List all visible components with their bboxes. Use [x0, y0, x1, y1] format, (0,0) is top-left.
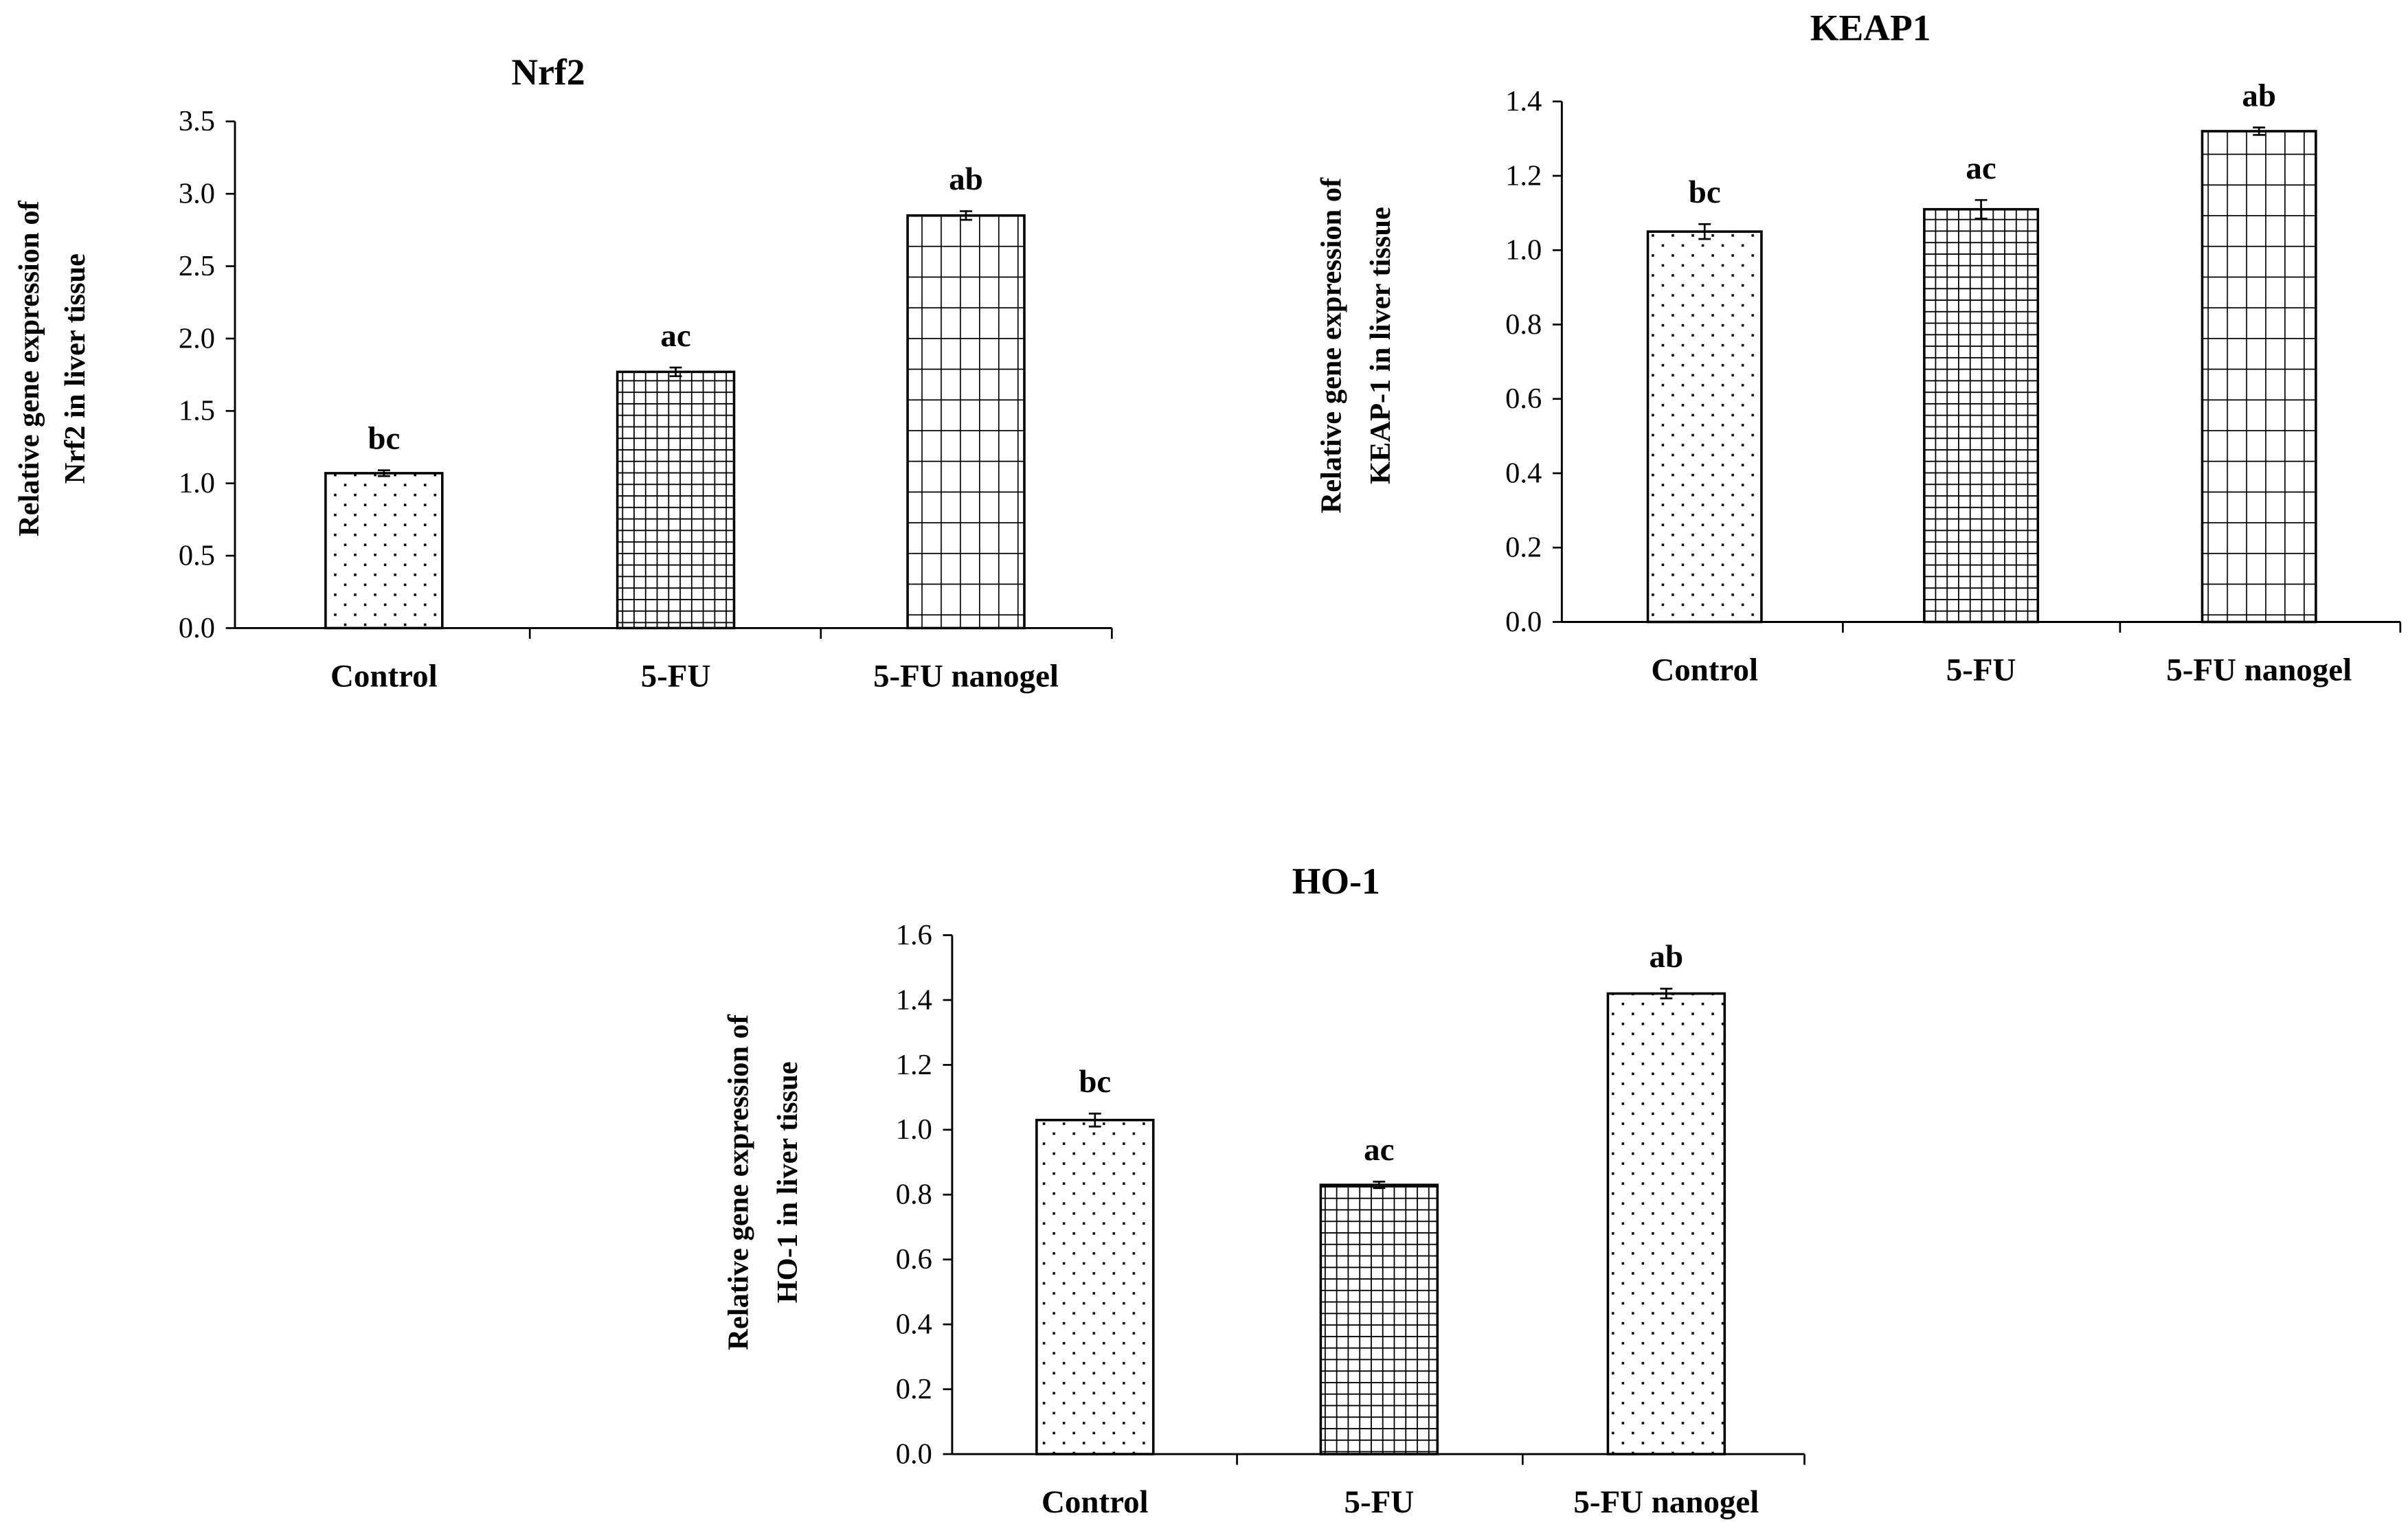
- x-tick-label: Control: [330, 658, 438, 694]
- x-tick-label: 5-FU: [641, 658, 711, 694]
- chart-keap1: KEAP1 Relative gene expression of KEAP-1 i…: [1315, 7, 2402, 688]
- bar-5-fu: [1923, 207, 2040, 624]
- x-tick-label: Control: [1042, 1484, 1149, 1520]
- bar-control: [1035, 1118, 1155, 1455]
- bar-5-fu-nanogel: [906, 214, 1026, 630]
- y-tick-label: 0.8: [896, 1179, 932, 1211]
- y-tick-label: 1.0: [1505, 234, 1542, 266]
- significance-label: ab: [2242, 78, 2276, 113]
- x-tick-label: Control: [1651, 652, 1758, 688]
- y-tick-label: 1.6: [896, 919, 932, 951]
- y-tick-label: 3.0: [179, 178, 215, 210]
- y-tick-label: 1.0: [179, 467, 215, 499]
- chart-title: Nrf2: [511, 52, 585, 93]
- x-tick-label: 5-FU: [1344, 1484, 1414, 1520]
- y-tick-label: 1.5: [179, 395, 215, 427]
- y-tick-label: 0.0: [1505, 606, 1542, 638]
- bar-5-fu-nanogel: [1606, 992, 1726, 1455]
- bar-5-fu: [616, 370, 736, 630]
- y-axis-label: Relative gene expression of: [723, 1014, 755, 1350]
- y-tick-label: 0.8: [1505, 308, 1542, 341]
- y-tick-label: 0.4: [896, 1308, 932, 1341]
- bar-5-fu-nanogel: [2201, 130, 2317, 624]
- y-tick-label: 0.5: [179, 539, 215, 571]
- y-axis-label: KEAP-1 in liver tissue: [1364, 207, 1397, 484]
- significance-label: ab: [1650, 939, 1684, 975]
- significance-label: bc: [1079, 1064, 1111, 1100]
- y-tick-label: 0.6: [1505, 383, 1542, 415]
- y-axis-label: Relative gene expression of: [13, 200, 45, 536]
- y-tick-label: 0.2: [896, 1373, 932, 1405]
- significance-label: bc: [1689, 174, 1721, 210]
- significance-label: bc: [368, 420, 400, 456]
- y-tick-label: 1.0: [896, 1113, 932, 1146]
- y-axis-label: Relative gene expression of: [1315, 177, 1347, 514]
- y-tick-label: 0.0: [179, 612, 215, 644]
- y-tick-label: 2.5: [179, 250, 215, 282]
- y-axis-label: Nrf2 in liver tissue: [59, 253, 91, 484]
- y-tick-label: 0.0: [896, 1438, 932, 1470]
- x-tick-label: 5-FU: [1946, 652, 2016, 688]
- x-tick-label: 5-FU nanogel: [2166, 652, 2352, 688]
- significance-label: ac: [660, 318, 690, 354]
- y-tick-label: 3.5: [179, 105, 215, 137]
- chart-title: KEAP1: [1810, 7, 1931, 48]
- chart-nrf2: Nrf2 Relative gene expression of Nrf2 in l…: [13, 52, 1113, 694]
- y-tick-label: 1.4: [1505, 85, 1542, 117]
- y-tick-label: 0.2: [1505, 532, 1542, 564]
- y-axis-label: HO-1 in liver tissue: [772, 1061, 804, 1303]
- y-tick-label: 1.4: [896, 984, 932, 1016]
- x-tick-label: 5-FU nanogel: [873, 658, 1059, 694]
- y-tick-label: 0.6: [896, 1243, 932, 1275]
- chart-title: HO-1: [1292, 861, 1380, 902]
- bar-control: [324, 472, 444, 630]
- bar-control: [1646, 230, 1763, 624]
- x-tick-label: 5-FU nanogel: [1573, 1484, 1759, 1520]
- bar-5-fu: [1319, 1183, 1439, 1455]
- y-tick-label: 1.2: [1505, 159, 1542, 192]
- y-tick-label: 1.2: [896, 1049, 932, 1081]
- y-tick-label: 2.0: [179, 322, 215, 354]
- significance-label: ac: [1966, 150, 1996, 186]
- significance-label: ac: [1364, 1132, 1394, 1168]
- significance-label: ab: [949, 161, 983, 197]
- chart-ho1: HO-1 Relative gene expression of HO-1 in l…: [723, 861, 1805, 1520]
- y-tick-label: 0.4: [1505, 457, 1542, 489]
